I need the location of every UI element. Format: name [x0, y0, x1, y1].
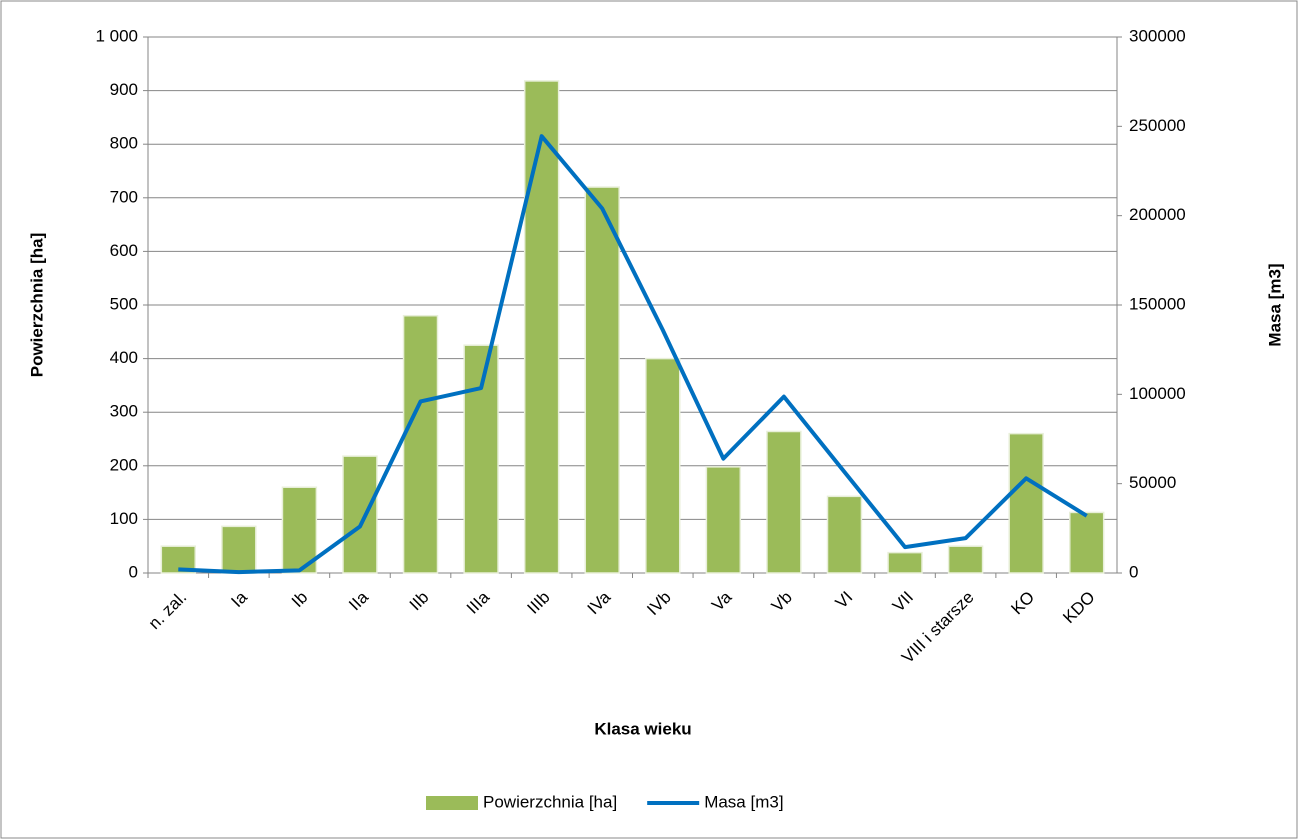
bar [402, 314, 439, 574]
y2-tick-label: 100000 [1129, 384, 1186, 403]
bar [342, 455, 378, 574]
legend-label: Powierzchnia [ha] [483, 792, 617, 811]
y2-tick-label: 250000 [1129, 116, 1186, 135]
bar [281, 486, 318, 574]
y-tick-label: 300 [110, 402, 138, 421]
bar [221, 525, 257, 574]
y2-tick-label: 300000 [1129, 26, 1186, 45]
y-tick-label: 700 [110, 187, 138, 206]
y2-tick-label: 0 [1129, 562, 1138, 581]
line [178, 134, 1088, 575]
y-axis-title: Powierzchnia [ha] [27, 233, 46, 378]
y-tick-label: 400 [110, 348, 138, 367]
y-tick-label: 500 [110, 294, 138, 313]
legend-label: Masa [m3] [704, 792, 783, 811]
legend-swatch [426, 796, 478, 810]
bar [826, 495, 863, 574]
bar [887, 551, 923, 574]
y-tick-label: 1 000 [95, 26, 138, 45]
y-tick-label: 900 [110, 80, 138, 99]
y2-tick-label: 50000 [1129, 473, 1176, 492]
y-tick-label: 200 [110, 455, 138, 474]
x-axis-title: Klasa wieku [594, 719, 691, 738]
y-tick-label: 800 [110, 134, 138, 153]
y2-tick-label: 150000 [1129, 294, 1186, 313]
y-tick-label: 100 [110, 509, 138, 528]
bar [645, 357, 681, 574]
y-tick-label: 600 [110, 241, 138, 260]
bar [705, 466, 742, 574]
bar [766, 430, 802, 574]
bar [463, 344, 499, 574]
bar [1069, 511, 1105, 574]
bar [1008, 432, 1044, 574]
bar [584, 186, 620, 574]
y2-axis-title: Masa [m3] [1265, 263, 1284, 346]
bar [523, 80, 560, 574]
bar [947, 545, 984, 574]
y2-tick-label: 200000 [1129, 205, 1186, 224]
y-tick-label: 0 [129, 562, 138, 581]
